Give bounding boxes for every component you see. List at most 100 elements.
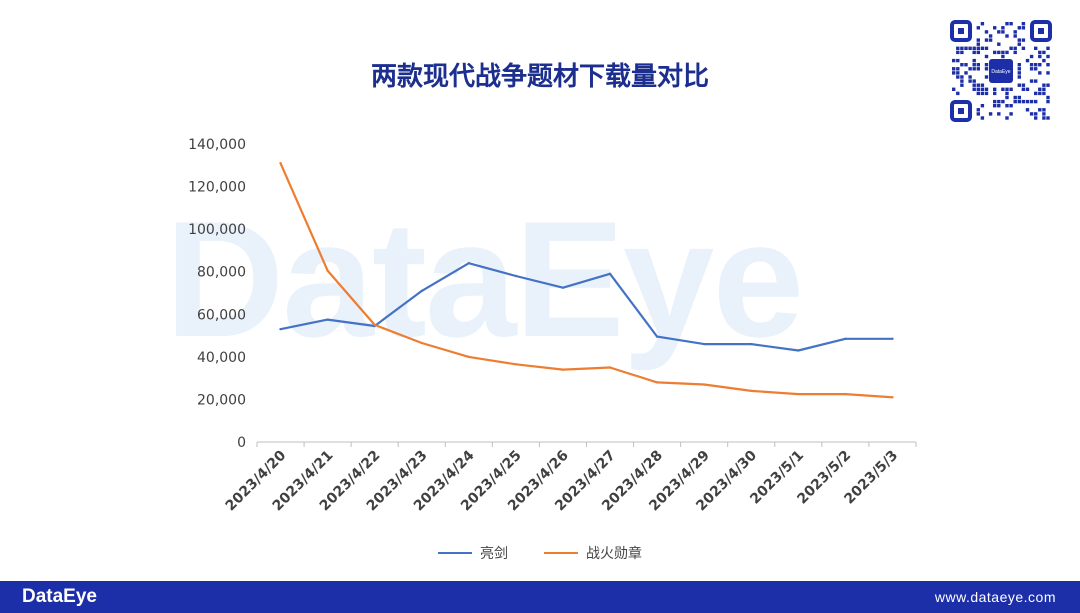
qr-module: [1042, 116, 1046, 120]
qr-module: [1042, 58, 1046, 63]
qr-module: [1001, 99, 1005, 104]
qr-module: [976, 50, 980, 55]
qr-module: [1021, 22, 1026, 26]
qr-module: [1046, 63, 1050, 67]
qr-module: [1017, 83, 1021, 87]
qr-module: [1009, 104, 1013, 108]
qr-module: [1038, 87, 1042, 91]
qr-module: [980, 116, 985, 120]
qr-module: [984, 30, 989, 34]
qr-module: [1009, 87, 1013, 91]
qr-module: [1017, 67, 1021, 71]
legend-item-liangjian: 亮剑: [438, 543, 508, 563]
qr-module: [1009, 46, 1013, 50]
chart-title: 两款现代战争题材下载量对比: [370, 62, 709, 92]
qr-module: [964, 71, 968, 75]
qr-module: [1021, 26, 1026, 30]
qr-module: [956, 50, 960, 55]
qr-module: [1005, 91, 1009, 96]
qr-module: [960, 46, 964, 50]
qr-module: [1038, 50, 1042, 55]
qr-module: [1001, 54, 1005, 59]
qr-module: [1046, 46, 1050, 50]
series-1-point: [373, 323, 376, 327]
qr-module: [1017, 42, 1021, 46]
qr-module: [1005, 50, 1009, 55]
qr-module: [1013, 99, 1017, 104]
qr-module: [980, 22, 985, 26]
y-tick-label: 120,000: [188, 180, 246, 196]
qr-module: [1013, 46, 1017, 50]
qr-module: [984, 54, 989, 59]
qr-module: [984, 38, 989, 42]
qr-module: [1046, 54, 1050, 59]
qr-module: [997, 99, 1001, 104]
series-1-point: [750, 389, 753, 393]
qr-module: [997, 112, 1001, 116]
qr-module: [976, 26, 980, 30]
qr-module: [1038, 91, 1042, 96]
qr-module: [1046, 99, 1050, 104]
qr-module: [952, 71, 956, 75]
qr-module: [993, 99, 997, 104]
footer-url[interactable]: www.dataeye.com: [934, 589, 1056, 605]
qr-module: [1009, 22, 1013, 26]
qr-module: [956, 75, 960, 79]
qr-module: [976, 46, 980, 50]
qr-module: [984, 67, 989, 71]
qr-module: [956, 58, 960, 63]
qr-module: [960, 63, 964, 67]
qr-module: [1025, 87, 1030, 91]
qr-module: [972, 63, 976, 67]
qr-module: [964, 46, 968, 50]
qr-module: [1017, 38, 1021, 42]
qr-module: [1034, 79, 1038, 83]
qr-module: [984, 63, 989, 67]
qr-module: [1034, 112, 1038, 116]
qr-module: [997, 30, 1001, 34]
series-0-point: [420, 289, 423, 293]
qr-module: [1029, 99, 1034, 104]
qr-module: [993, 50, 997, 55]
series-0-point: [608, 272, 612, 276]
qr-module: [1029, 79, 1034, 83]
qr-module: [1001, 50, 1005, 55]
qr-module: [1001, 30, 1005, 34]
qr-module: [980, 91, 985, 96]
qr-module: [1038, 63, 1042, 67]
series-0-point: [655, 335, 659, 338]
qr-module: [984, 75, 989, 79]
series-1-point: [420, 341, 423, 345]
y-tick-label: 100,000: [188, 222, 246, 238]
qr-module: [968, 79, 972, 83]
qr-module: [980, 87, 985, 91]
qr-module: [1001, 26, 1005, 30]
series-line-0: [280, 262, 893, 352]
series-0-point: [844, 337, 847, 340]
qr-module: [976, 42, 980, 46]
qr-module: [968, 46, 972, 50]
series-0-point: [467, 262, 471, 265]
series-1-point: [279, 161, 282, 165]
qr-module: [1005, 22, 1009, 26]
series-1-point: [467, 355, 471, 359]
qr-center-logo: DataEye: [991, 69, 1010, 75]
qr-module: [1009, 112, 1013, 116]
footer-logo: DataEye: [22, 586, 97, 607]
qr-module: [1017, 63, 1021, 67]
qr-module: [997, 104, 1001, 108]
qr-module: [1034, 67, 1038, 71]
y-tick-label: 80,000: [197, 265, 246, 281]
series-0-point: [797, 349, 800, 352]
qr-module: [1034, 63, 1038, 67]
qr-module: [980, 83, 985, 87]
qr-module: [972, 87, 976, 91]
qr-module: [1005, 34, 1009, 38]
qr-module: [988, 38, 993, 42]
qr-module: [1042, 91, 1046, 96]
series-1-point: [608, 366, 612, 369]
qr-module: [976, 91, 980, 96]
qr-module: [1013, 50, 1017, 55]
qr-module: [968, 75, 972, 79]
qr-module: [976, 112, 980, 116]
